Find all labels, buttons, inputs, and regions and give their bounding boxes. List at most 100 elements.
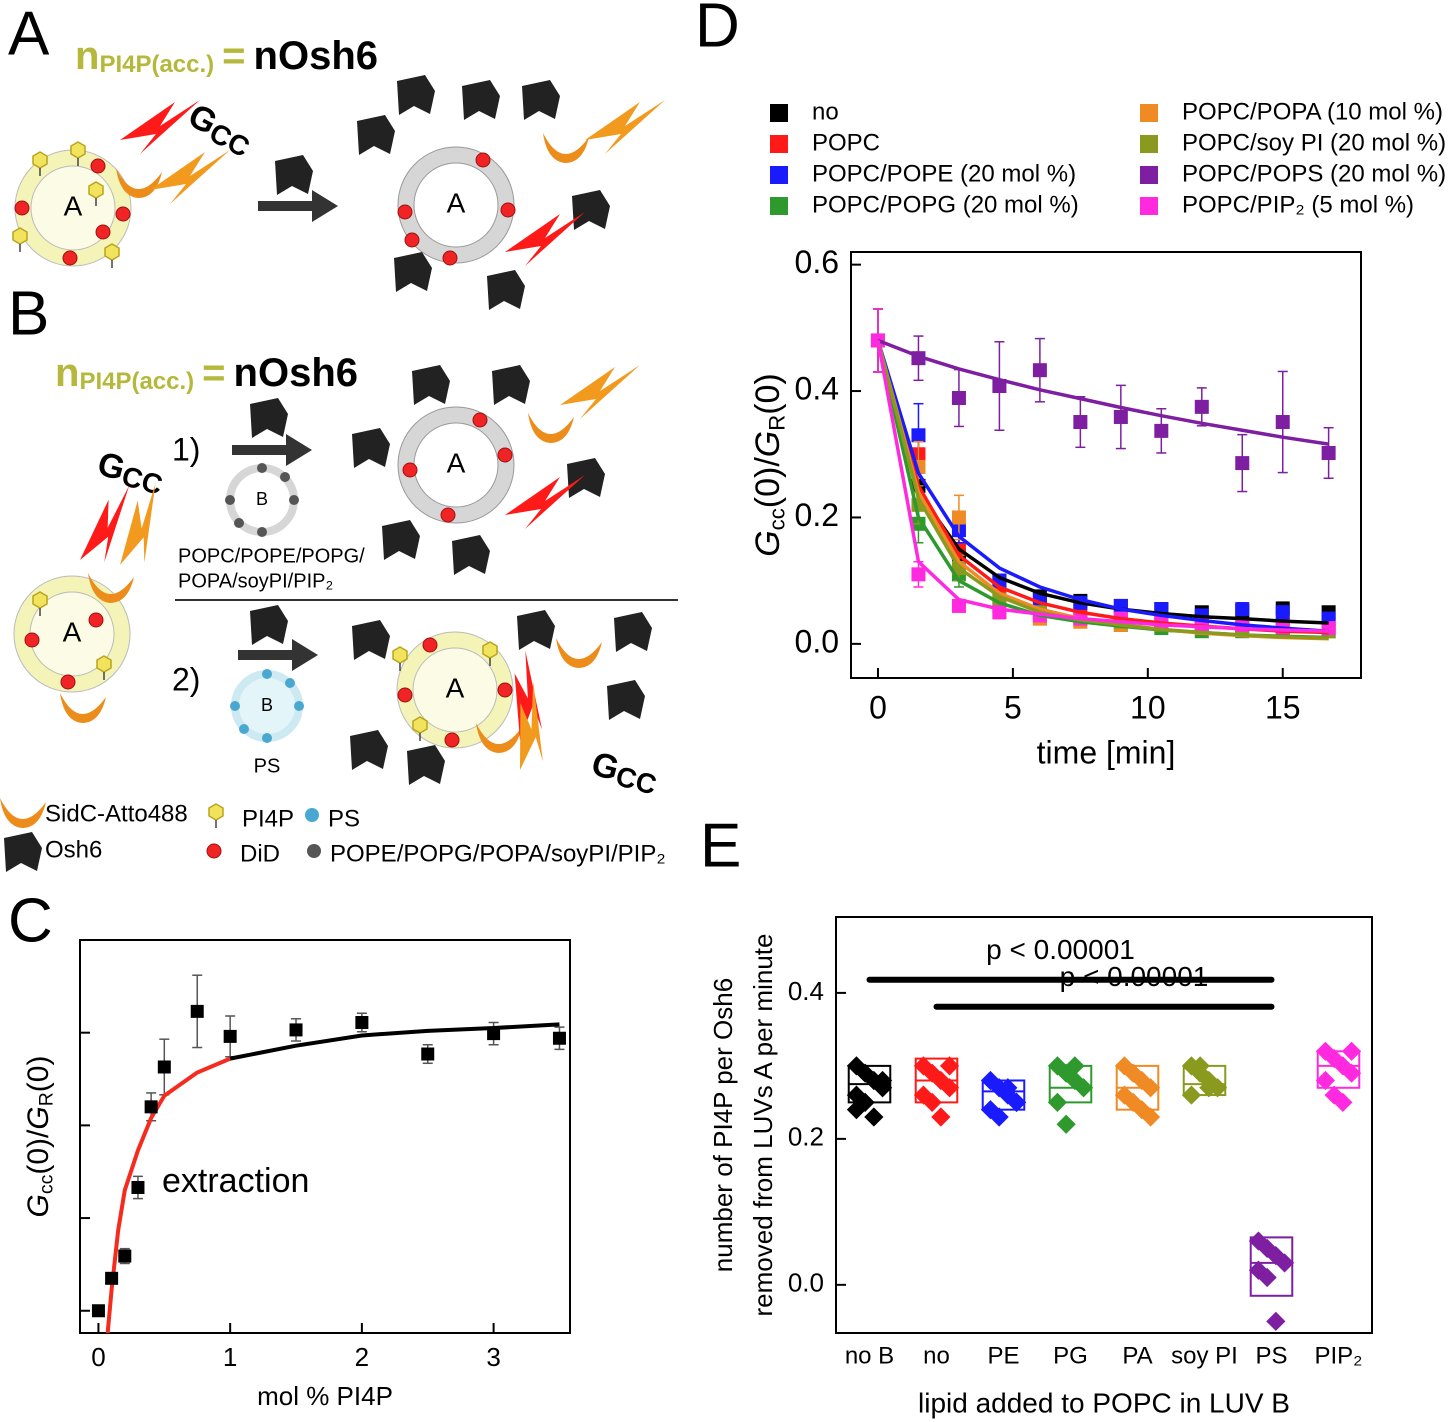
legend-label: no [812, 98, 839, 125]
data-point [1333, 1092, 1353, 1112]
plot-frame [79, 939, 571, 1334]
osh6 [382, 520, 420, 560]
y-axis-label: removed from LUVs A per minute [748, 934, 778, 1317]
box [1249, 1236, 1294, 1297]
legend-swatch [1140, 166, 1158, 184]
osh6 [397, 75, 435, 115]
data-point [131, 1180, 145, 1194]
data-point [931, 1107, 951, 1127]
did [422, 637, 438, 653]
did [95, 224, 111, 240]
equation-eq: = [202, 351, 225, 395]
vesicle-b [225, 463, 299, 537]
data-point [939, 1056, 960, 1076]
vesicle-b [230, 669, 304, 743]
lipid-list: POPC/POPE/POPG/ [178, 545, 365, 567]
equation: nPI4P(acc.) = nOsh6 [55, 351, 358, 396]
data-point [144, 1100, 158, 1114]
did [404, 232, 420, 248]
legend-swatch [770, 197, 788, 215]
pi4p [104, 243, 120, 269]
data-point [1190, 1056, 1210, 1076]
x-tick-label: 15 [1265, 689, 1301, 725]
data-point [1341, 1041, 1362, 1061]
y-label-sub: cc [36, 1174, 58, 1194]
y-label-g: G [22, 1194, 55, 1217]
data-point [1056, 1114, 1076, 1134]
osh6 [567, 458, 605, 498]
vesicle-label: A [447, 447, 466, 478]
legend-swatch [770, 104, 788, 122]
y-axis-label: Gcc(0)/GR(0) [749, 373, 789, 557]
y-label-text: (0) [749, 373, 787, 415]
legend-text: PS [328, 805, 360, 832]
legend-text: SidC-Atto488 [45, 800, 188, 827]
osh6 [352, 428, 390, 468]
data-point [1154, 423, 1169, 438]
y-tick-label: 0.4 [795, 371, 839, 407]
did [90, 158, 106, 174]
arrow [232, 434, 312, 466]
annotation: extraction [162, 1162, 309, 1200]
x-tick-label: 0 [91, 1342, 105, 1372]
data-point [157, 1060, 171, 1074]
osh6 [412, 365, 450, 405]
data-point [1006, 1092, 1027, 1112]
osh6 [250, 398, 288, 438]
did [14, 200, 30, 216]
data-point [1275, 605, 1290, 620]
gcc-sub: CC [613, 761, 660, 801]
data-point [118, 1249, 132, 1263]
did [88, 612, 104, 628]
y-label-sub: R [764, 415, 789, 431]
data-point [1140, 1107, 1161, 1127]
data-point [91, 1304, 105, 1318]
fit-line [876, 340, 1329, 640]
data-point [1275, 415, 1290, 430]
data-point [1321, 445, 1336, 460]
x-tick-label: soy PI [1171, 1342, 1238, 1369]
y-label-sub: R [36, 1092, 58, 1106]
osh6 [357, 115, 395, 155]
fit-line [229, 1022, 560, 1061]
gcc: GCC [587, 745, 662, 801]
did [442, 250, 458, 266]
data-point [1324, 1048, 1344, 1069]
data-point [289, 1023, 303, 1037]
legend-swatch [1140, 104, 1158, 122]
osh6 [462, 80, 500, 120]
did [475, 152, 491, 168]
data-point [1047, 1092, 1068, 1112]
equation-n: n [55, 351, 79, 395]
legend-label: POPC [812, 129, 880, 156]
y-label-g: G [749, 431, 787, 457]
y-label-sub: cc [764, 508, 789, 530]
y-axis-label: number of PI4P per Osh6 [708, 978, 738, 1272]
did [397, 687, 413, 703]
legend-label: POPC/POPG (20 mol %) [812, 191, 1079, 218]
vesicle-label: A [447, 187, 466, 218]
y-axis-label: Gcc(0)/GR(0) [22, 1056, 58, 1218]
data-point [864, 1107, 884, 1127]
fit-line [876, 340, 1329, 641]
x-tick-label: 10 [1130, 689, 1166, 725]
did [397, 204, 413, 220]
osh6 [522, 80, 560, 120]
x-tick-label: no [923, 1342, 950, 1369]
equation-sub: PI4P(acc.) [99, 51, 214, 78]
equation-eq: = [222, 34, 245, 78]
data-point [105, 1271, 119, 1285]
did [115, 206, 131, 222]
legend-label: POPC/POPS (20 mol %) [1182, 160, 1446, 187]
data-point [992, 378, 1007, 393]
data-point [951, 598, 966, 613]
panel-label: A [8, 0, 50, 68]
data-point [1341, 1063, 1362, 1083]
data-point [1073, 1078, 1094, 1098]
legend-text: PI4P [242, 805, 294, 832]
osh6 [614, 612, 652, 652]
sidc [60, 693, 106, 723]
legend-icon [307, 844, 321, 858]
osh6 [250, 605, 288, 645]
data-point [1274, 1253, 1295, 1273]
